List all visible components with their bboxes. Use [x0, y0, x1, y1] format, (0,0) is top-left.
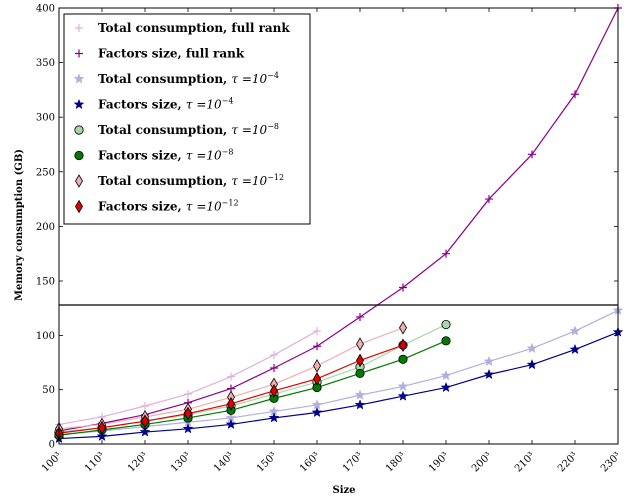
x-tick-label: 160³ — [298, 450, 322, 474]
x-tick-label: 130³ — [169, 450, 193, 474]
x-tick-label: 110³ — [83, 450, 107, 474]
y-tick-label-lower: 50 — [42, 385, 55, 396]
legend-entry-label: Factors size, τ =10−8 — [98, 148, 233, 163]
legend-entry-label: Total consumption, full rank — [98, 21, 290, 35]
data-point — [227, 397, 235, 411]
data-point — [313, 327, 321, 336]
legend-entry-label: Factors size, τ =10−4 — [98, 97, 233, 112]
data-point — [483, 368, 495, 380]
data-point — [313, 342, 321, 351]
data-point — [184, 406, 192, 421]
data-point — [398, 354, 408, 364]
data-point — [526, 359, 538, 370]
y-tick-label-upper: 350 — [36, 58, 55, 69]
data-point — [399, 321, 407, 335]
data-point — [98, 420, 106, 435]
x-tick-label: 190³ — [427, 450, 451, 474]
legend-marker — [75, 174, 83, 188]
y-tick-label-upper: 250 — [36, 167, 55, 178]
data-point — [526, 342, 538, 354]
series-line — [58, 309, 619, 435]
data-point — [569, 343, 581, 355]
series-line — [58, 340, 447, 436]
series-group — [54, 336, 451, 440]
x-tick-label: 230³ — [599, 450, 623, 474]
data-point — [354, 399, 366, 410]
data-point — [96, 430, 108, 442]
data-point — [441, 319, 451, 330]
data-point — [528, 150, 536, 159]
data-point — [356, 312, 364, 321]
data-point — [141, 414, 149, 428]
x-tick-label: 220³ — [556, 450, 580, 474]
data-point — [270, 363, 278, 372]
legend-entry-label: Total consumption, τ =10−8 — [98, 122, 279, 137]
x-tick-label: 100³ — [40, 450, 64, 474]
legend-marker — [75, 24, 83, 32]
legend-marker — [75, 199, 83, 214]
x-tick-label: 210³ — [513, 450, 537, 474]
y-tick-label-upper: 200 — [36, 222, 55, 233]
data-point — [485, 195, 493, 204]
data-point — [313, 359, 321, 373]
y-tick-label-lower: 100 — [36, 331, 55, 342]
data-point — [311, 406, 323, 418]
legend-entry-label: Factors size, τ =10−12 — [98, 199, 239, 214]
y-axis-label: Memory consumption (GB) — [14, 149, 25, 301]
data-point — [270, 383, 278, 398]
data-point — [270, 350, 278, 359]
data-point — [399, 283, 407, 292]
data-point — [268, 412, 280, 423]
y-tick-label-upper: 150 — [36, 276, 55, 287]
series-line — [58, 7, 619, 432]
legend-entry-label: Factors size, full rank — [98, 47, 245, 61]
x-tick-label: 200³ — [470, 450, 494, 474]
x-tick-label: 170³ — [341, 450, 365, 474]
series-group — [55, 327, 321, 429]
legend-marker — [73, 73, 85, 84]
data-point — [440, 369, 452, 381]
data-point — [356, 353, 364, 368]
legend-marker — [75, 49, 83, 58]
x-tick-label: 180³ — [384, 450, 408, 474]
data-point — [397, 390, 409, 401]
legend-entry-label: Total consumption, τ =10−4 — [98, 71, 279, 86]
x-tick-label: 120³ — [126, 450, 150, 474]
data-point — [184, 390, 192, 399]
data-point — [440, 381, 452, 393]
data-point — [399, 338, 407, 352]
legend-marker — [74, 150, 84, 161]
y-tick-label-upper: 300 — [36, 113, 55, 124]
series-line — [58, 331, 619, 440]
data-point — [141, 401, 149, 410]
legend-marker — [74, 125, 84, 135]
series-group — [55, 338, 407, 440]
x-tick-label: 150³ — [255, 450, 279, 474]
data-point — [313, 372, 321, 386]
data-point — [139, 426, 151, 437]
data-point — [354, 389, 366, 400]
data-point — [571, 90, 579, 99]
data-point — [355, 368, 365, 379]
x-axis-label: Size — [332, 485, 355, 496]
data-point — [441, 336, 451, 346]
data-point — [442, 249, 450, 258]
data-point — [182, 423, 194, 434]
data-point — [397, 380, 409, 392]
data-point — [227, 372, 235, 381]
y-tick-label-upper: 400 — [36, 4, 55, 15]
legend-marker — [73, 98, 85, 110]
x-tick-label: 140³ — [212, 450, 236, 474]
data-point — [569, 325, 581, 336]
y-tick-label-lower: 0 — [49, 440, 55, 451]
data-point — [356, 337, 364, 351]
data-point — [483, 355, 495, 367]
data-point — [225, 418, 237, 430]
legend-box — [63, 13, 311, 225]
legend-entry-label: Total consumption, τ =10−12 — [98, 173, 284, 188]
